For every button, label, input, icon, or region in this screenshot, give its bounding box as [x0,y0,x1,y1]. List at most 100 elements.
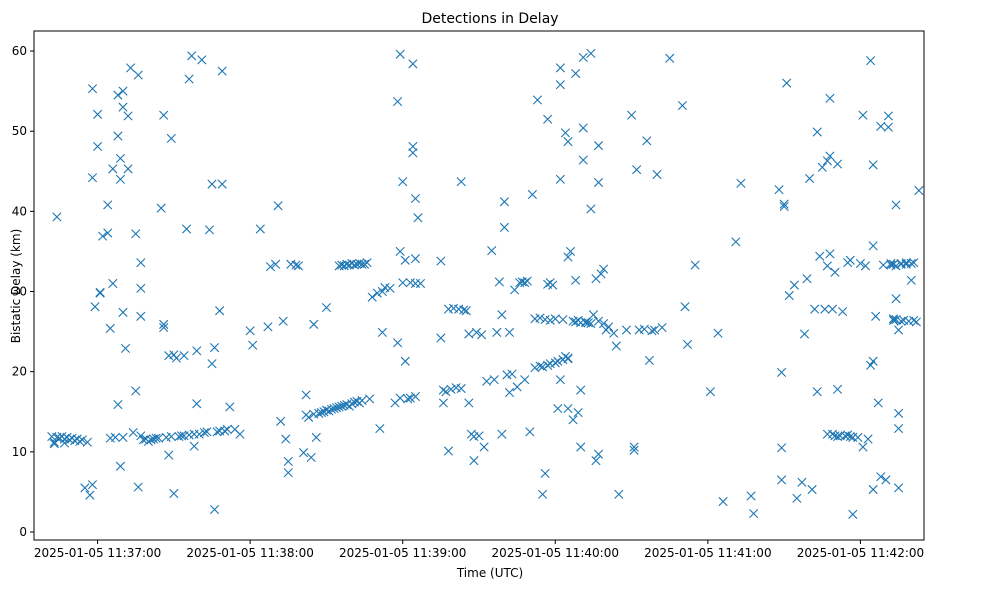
data-point [199,428,209,438]
data-point [858,442,868,452]
x-tick-label: 2025-01-05 11:37:00 [34,546,161,560]
data-point [593,141,604,151]
data-point [136,258,146,268]
data-point [276,416,286,426]
data-point [410,391,421,402]
data-point [395,393,405,403]
data-point [359,259,370,269]
data-point [827,304,838,314]
data-point [118,307,128,317]
data-point [476,330,487,340]
data-point [896,316,906,326]
data-point [578,155,588,165]
data-point [876,121,886,131]
data-point [718,496,728,507]
y-tick-label: 10 [12,445,27,459]
data-point [115,174,126,184]
data-point [639,324,649,334]
data-point [108,278,118,289]
data-point [176,431,187,441]
data-point [499,197,510,207]
data-point [891,294,901,304]
data-point [632,165,642,175]
data-point [576,442,586,452]
data-point [209,504,220,515]
data-point [103,200,113,210]
data-point [362,258,372,268]
data-point [283,456,293,467]
x-tick-label: 2025-01-05 11:38:00 [186,546,313,560]
data-point [705,387,715,397]
data-point [87,84,98,94]
data-point [103,228,113,238]
data-point [293,261,304,271]
data-point [497,429,507,439]
data-point [736,178,746,188]
data-point [306,452,316,463]
y-tick-label: 60 [12,44,27,58]
data-point [438,398,448,408]
data-point [235,429,245,439]
data-point [883,122,893,132]
data-point [578,123,588,133]
data-point [120,343,131,354]
data-point [774,185,784,195]
data-point [537,362,548,372]
data-point [543,114,553,124]
data-point [779,199,789,209]
data-point [596,269,606,279]
data-point [779,201,789,212]
data-point [555,80,565,90]
data-point [217,179,227,189]
data-point [487,246,497,256]
x-tick-label: 2025-01-05 11:39:00 [339,546,466,560]
data-point [611,341,621,351]
data-point [138,435,148,445]
data-point [98,231,108,241]
data-point [400,356,410,366]
data-point [855,258,866,269]
data-point [832,432,843,442]
data-point [192,346,202,356]
data-point [278,316,288,326]
data-point [822,261,832,271]
data-point [525,427,535,437]
data-point [553,403,563,414]
data-point [408,59,418,69]
y-axis-label: Bistatic Delay (km) [9,229,23,344]
data-point [204,225,215,235]
data-point [492,327,502,337]
data-point [85,490,95,500]
data-point [563,252,573,262]
data-point [883,111,893,121]
data-point [113,90,123,100]
data-point [192,399,202,409]
data-point [731,237,741,247]
data-point [520,278,530,288]
data-point [863,434,873,444]
data-point [588,310,599,320]
data-point [92,109,103,119]
data-point [843,430,853,440]
data-point [860,261,871,271]
data-point [263,322,273,332]
data-point [377,286,387,297]
data-point [909,315,919,325]
data-point [593,316,604,326]
data-point [395,246,405,257]
data-point [220,426,230,436]
data-point [131,386,141,396]
data-point [530,363,540,373]
data-point [90,302,100,312]
data-point [456,177,466,187]
data-point [189,441,199,451]
data-point [357,259,367,269]
data-point [52,212,62,222]
data-point [108,164,118,174]
data-point [626,110,637,120]
data-point [881,475,891,485]
data-point [443,446,454,456]
data-point [197,55,207,65]
data-point [143,436,154,446]
data-point [156,203,166,213]
